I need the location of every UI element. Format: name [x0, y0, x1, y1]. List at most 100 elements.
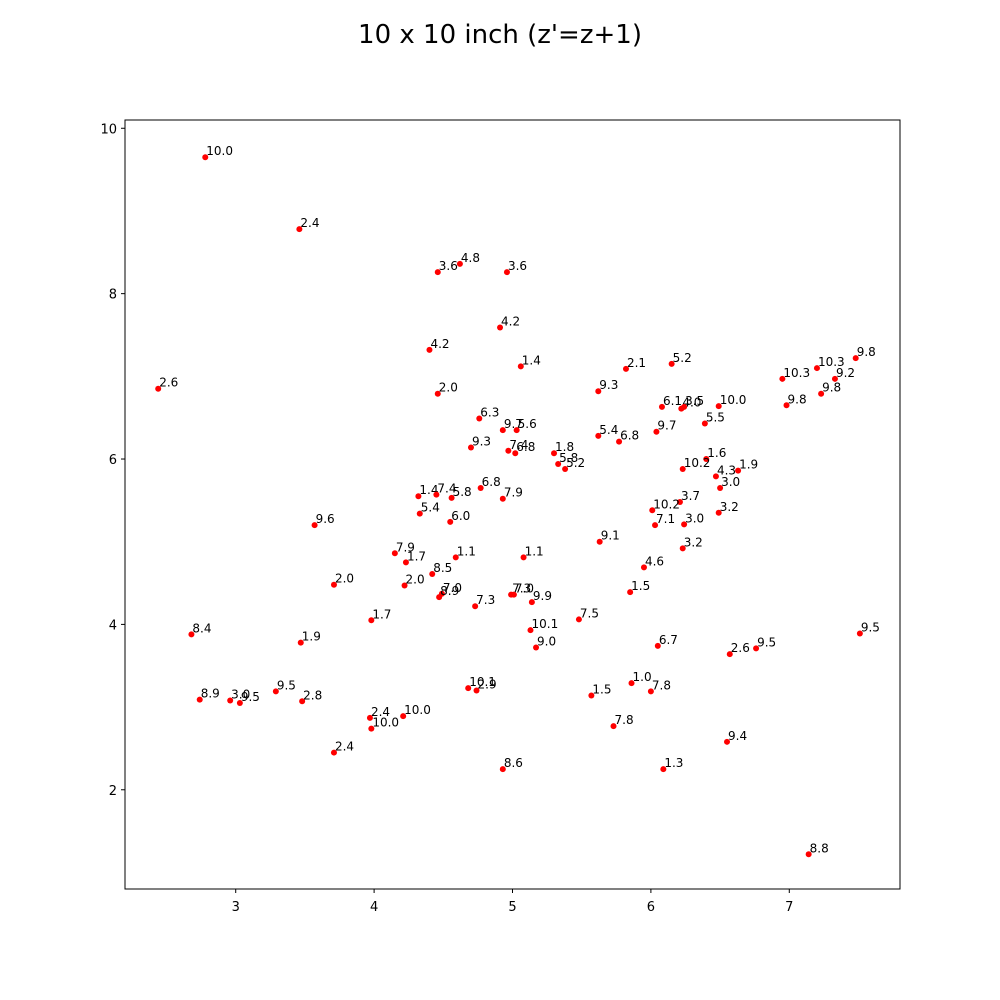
- data-point: [596, 538, 603, 545]
- data-point: [627, 589, 634, 596]
- data-point-label: 10.0: [404, 703, 431, 717]
- data-point-label: 6.8: [482, 475, 501, 489]
- data-point-label: 9.5: [277, 678, 296, 692]
- data-point: [477, 484, 484, 491]
- data-point: [679, 465, 686, 472]
- data-point-label: 6.0: [451, 509, 470, 523]
- data-point-label: 2.1: [627, 356, 646, 370]
- data-point-label: 1.7: [372, 607, 391, 621]
- data-point: [818, 390, 825, 397]
- data-point-label: 9.5: [757, 635, 776, 649]
- data-point-label: 9.3: [472, 434, 491, 448]
- data-point: [415, 493, 422, 500]
- data-point: [436, 594, 443, 601]
- data-point: [400, 713, 407, 720]
- data-point: [517, 363, 524, 370]
- data-point-label: 5.5: [706, 410, 725, 424]
- data-point-label: 9.5: [241, 690, 260, 704]
- data-point-label: 1.9: [302, 630, 321, 644]
- data-point-label: 4.6: [645, 554, 664, 568]
- data-point: [330, 581, 337, 588]
- data-point-label: 6.7: [659, 633, 678, 647]
- data-point-label: 5.2: [566, 456, 585, 470]
- data-point-label: 9.8: [857, 345, 876, 359]
- data-point-label: 4.2: [501, 315, 520, 329]
- data-point: [296, 226, 303, 233]
- data-point: [202, 154, 209, 161]
- data-point-label: 4.0: [682, 396, 701, 410]
- data-points: 10.02.44.83.6 3.64.24.21.4 2.1 5.2 9.810.310…: [155, 144, 880, 858]
- data-point-label: 2.4: [371, 705, 390, 719]
- data-point: [616, 438, 623, 445]
- data-point: [227, 697, 234, 704]
- data-point-label: 5.8: [559, 451, 578, 465]
- data-point-label: 9.4: [728, 729, 747, 743]
- data-point: [622, 365, 629, 372]
- data-point-label: 10.0: [372, 716, 399, 730]
- data-point-label: 2.6: [731, 641, 750, 655]
- data-point: [236, 699, 243, 706]
- data-point-label: 10.1: [469, 675, 496, 689]
- data-point-label: 3.0: [685, 511, 704, 525]
- data-point-label: 2.0: [335, 572, 354, 586]
- x-tick-label: 7: [785, 900, 793, 915]
- data-point: [654, 642, 661, 649]
- data-point: [660, 766, 667, 773]
- data-point-label: 1.8: [555, 440, 574, 454]
- data-point: [595, 388, 602, 395]
- data-point-label: 7.8: [615, 713, 634, 727]
- data-point-label: 9.5: [861, 620, 880, 634]
- data-point-label: 8.5: [433, 561, 452, 575]
- data-point: [533, 644, 540, 651]
- data-point-label: 7.4: [437, 482, 456, 496]
- data-point-label: 5.2: [673, 351, 692, 365]
- data-point-label: 7.3: [512, 582, 531, 596]
- data-point: [472, 603, 479, 610]
- data-point: [188, 631, 195, 638]
- data-point-label: 6.3: [480, 406, 499, 420]
- data-point: [520, 554, 527, 561]
- data-point-label: 1.5: [592, 683, 611, 697]
- x-tick-label: 6: [647, 900, 655, 915]
- data-point-label: 10.2: [653, 497, 680, 511]
- data-point-label: 3.7: [681, 489, 700, 503]
- data-point-label: 9.7: [657, 419, 676, 433]
- data-point: [503, 269, 510, 276]
- data-point-label: 7.5: [580, 606, 599, 620]
- data-point: [575, 616, 582, 623]
- data-point-label: 1.1: [525, 544, 544, 558]
- data-point-label: 10.2: [684, 456, 711, 470]
- data-point: [467, 444, 474, 451]
- data-point-label: 5.4: [599, 423, 618, 437]
- data-point-label: 4.3: [717, 463, 736, 477]
- data-point: [805, 851, 812, 858]
- data-point-label: 2.0: [406, 573, 425, 587]
- data-point: [476, 415, 483, 422]
- data-point: [452, 554, 459, 561]
- data-point-label: 8.4: [192, 621, 211, 635]
- data-point-label: 2.9: [478, 678, 497, 692]
- data-point: [856, 630, 863, 637]
- y-tick-label: 8: [109, 288, 117, 303]
- data-point-label: 6.8: [516, 440, 535, 454]
- data-point: [712, 473, 719, 480]
- data-point: [831, 375, 838, 382]
- data-point: [512, 450, 519, 457]
- data-point-label: 7.0: [443, 581, 462, 595]
- data-point: [703, 456, 710, 463]
- data-point: [562, 465, 569, 472]
- data-point-label: 9.2: [836, 366, 855, 380]
- x-tick-label: 4: [370, 900, 378, 915]
- data-point: [434, 390, 441, 397]
- x-tick-label: 3: [232, 900, 240, 915]
- data-point: [497, 324, 504, 331]
- data-point: [499, 495, 506, 502]
- data-point: [473, 687, 480, 694]
- x-tick-label: 5: [508, 900, 516, 915]
- data-point: [391, 550, 398, 557]
- data-point: [679, 545, 686, 552]
- data-point-label: 7.3: [476, 593, 495, 607]
- data-point: [416, 510, 423, 517]
